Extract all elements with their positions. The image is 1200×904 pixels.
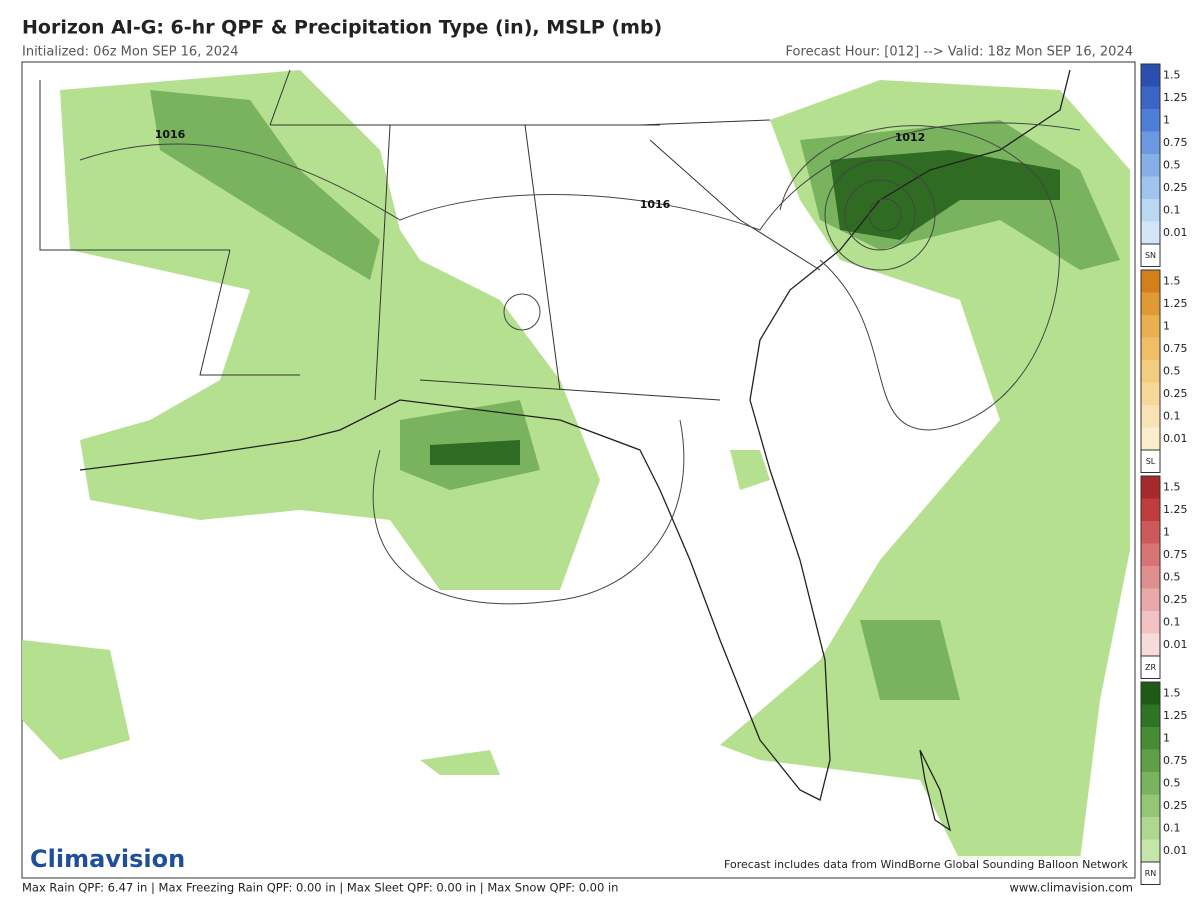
legend-level: 1.25 xyxy=(1163,91,1188,104)
legend-swatch xyxy=(1141,633,1160,656)
legend-level: 1.5 xyxy=(1163,686,1181,699)
logo: Climavision xyxy=(30,845,185,873)
legend-swatch xyxy=(1141,382,1160,405)
legend-level: 0.75 xyxy=(1163,342,1188,355)
legend-swatch xyxy=(1141,64,1160,87)
legend-swatch xyxy=(1141,476,1160,499)
legend-swatch xyxy=(1141,839,1160,862)
state-borders xyxy=(39,69,821,401)
legend-swatch xyxy=(1141,176,1160,199)
legend-swatch xyxy=(1141,405,1160,428)
legend-swatch xyxy=(1141,131,1160,154)
legend-swatch xyxy=(1141,727,1160,750)
legend-swatch xyxy=(1141,704,1160,727)
legend-level: 1 xyxy=(1163,731,1170,744)
legend-level: 0.01 xyxy=(1163,638,1188,651)
title: Horizon AI-G: 6-hr QPF & Precipitation T… xyxy=(22,17,662,39)
legend-frame xyxy=(1140,475,1161,679)
legend-code: ZR xyxy=(1145,663,1156,672)
legend-level: 0.01 xyxy=(1163,844,1188,857)
legend-swatch xyxy=(1141,543,1160,566)
legend-swatch xyxy=(1141,588,1160,611)
isobars xyxy=(79,122,1081,605)
legend-swatch xyxy=(1141,154,1160,177)
legend-swatch xyxy=(1141,427,1160,450)
legend-swatch xyxy=(1141,360,1160,383)
legend-swatch xyxy=(1141,794,1160,817)
isobar-label: 1016 xyxy=(155,128,186,141)
legend-level: 0.01 xyxy=(1163,432,1188,445)
legend-level: 0.1 xyxy=(1163,203,1181,216)
legend-swatch xyxy=(1141,315,1160,338)
legend-frame xyxy=(1140,681,1161,885)
legend-code: SL xyxy=(1146,457,1156,466)
heavy-precip xyxy=(430,150,1060,465)
legend-swatch xyxy=(1141,566,1160,589)
legend-frame xyxy=(1140,63,1161,267)
coastline xyxy=(79,69,1071,832)
website: www.climavision.com xyxy=(1009,881,1133,895)
legend-code: RN xyxy=(1145,869,1157,878)
legend-level: 1.25 xyxy=(1163,503,1188,516)
map: 1016 1012 1016 Climavision Forecast incl… xyxy=(21,61,1136,879)
legend-swatch xyxy=(1141,86,1160,109)
legend-level: 0.25 xyxy=(1163,593,1188,606)
legend-swatch xyxy=(1141,109,1160,132)
legend-level: 0.5 xyxy=(1163,776,1181,789)
valid-time: Forecast Hour: [012] --> Valid: 18z Mon … xyxy=(786,45,1133,60)
legend-level: 1.25 xyxy=(1163,297,1188,310)
legend-level: 0.1 xyxy=(1163,615,1181,628)
legend-level: 0.5 xyxy=(1163,570,1181,583)
legend-swatch xyxy=(1141,292,1160,315)
legend-level: 1 xyxy=(1163,525,1170,538)
legend-level: 0.75 xyxy=(1163,136,1188,149)
legend-level: 0.75 xyxy=(1163,548,1188,561)
legend-level: 1.25 xyxy=(1163,709,1188,722)
legend-swatch xyxy=(1141,270,1160,293)
legend-level: 1.5 xyxy=(1163,274,1181,287)
isobar-label: 1012 xyxy=(895,131,926,144)
legend: 1.5 1.25 1 0.75 0.5 0.25 0.1 0.01 SN 1.5 1.25 1 0.75… xyxy=(1140,63,1188,885)
legend-level: 1.5 xyxy=(1163,68,1181,81)
legend-code: SN xyxy=(1145,251,1156,260)
legend-swatch xyxy=(1141,337,1160,360)
legend-swatch xyxy=(1141,772,1160,795)
legend-level: 1 xyxy=(1163,319,1170,332)
legend-level: 0.1 xyxy=(1163,821,1181,834)
legend-level: 1.5 xyxy=(1163,480,1181,493)
legend-swatch xyxy=(1141,817,1160,840)
initialized: Initialized: 06z Mon SEP 16, 2024 xyxy=(22,45,239,60)
legend-swatch xyxy=(1141,749,1160,772)
legend-level: 0.25 xyxy=(1163,181,1188,194)
legend-swatch xyxy=(1141,199,1160,222)
legend-frame xyxy=(1140,269,1161,473)
legend-level: 0.1 xyxy=(1163,409,1181,422)
legend-level: 0.25 xyxy=(1163,387,1188,400)
isobar-label: 1016 xyxy=(640,198,671,211)
legend-level: 0.75 xyxy=(1163,754,1188,767)
legend-level: 1 xyxy=(1163,113,1170,126)
legend-swatch xyxy=(1141,611,1160,634)
credit-bg xyxy=(725,856,1133,874)
legend-swatch xyxy=(1141,221,1160,244)
legend-level: 0.5 xyxy=(1163,364,1181,377)
legend-level: 0.01 xyxy=(1163,226,1188,239)
credit: Forecast includes data from WindBorne Gl… xyxy=(724,858,1129,871)
legend-level: 0.5 xyxy=(1163,158,1181,171)
legend-swatch xyxy=(1141,498,1160,521)
legend-swatch xyxy=(1141,521,1160,544)
legend-swatch xyxy=(1141,682,1160,705)
footer-stats: Max Rain QPF: 6.47 in | Max Freezing Rai… xyxy=(22,881,618,895)
legend-level: 0.25 xyxy=(1163,799,1188,812)
